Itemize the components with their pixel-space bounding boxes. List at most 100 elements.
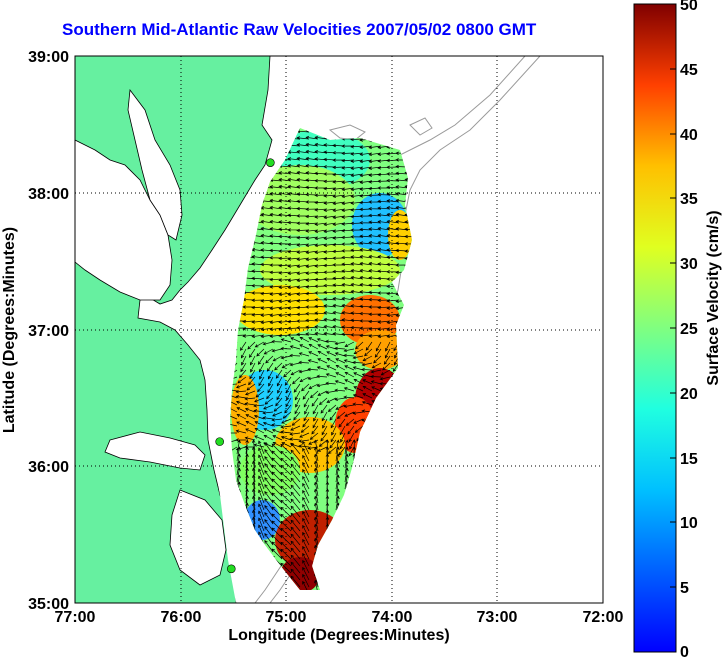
velocity-arrow xyxy=(359,152,373,157)
velocity-arrow xyxy=(335,364,346,371)
velocity-arrow xyxy=(327,404,337,413)
velocity-arrow xyxy=(239,369,247,379)
velocity-arrow xyxy=(302,552,310,567)
velocity-arrow xyxy=(359,241,373,245)
bay-channel xyxy=(127,88,183,241)
velocity-arrow xyxy=(281,362,292,369)
velocity-arrow xyxy=(368,213,382,218)
velocity-arrow xyxy=(344,411,355,417)
velocity-arrow xyxy=(292,376,301,385)
velocity-arrow xyxy=(257,383,265,393)
velocity-arrow xyxy=(254,421,265,427)
colorbar: 50 45 40 35 30 25 20 15 10 5 0 Surface V… xyxy=(633,0,722,659)
velocity-arrow xyxy=(267,369,274,380)
velocity-arrow xyxy=(386,306,400,310)
velocity-arrow xyxy=(323,215,337,220)
colorbar-tick: 50 xyxy=(680,0,698,14)
velocity-arrow xyxy=(287,285,301,290)
velocity-arrow xyxy=(251,467,256,483)
velocity-arrow xyxy=(264,491,274,504)
velocity-arrow xyxy=(344,439,349,455)
velocity-arrow xyxy=(341,303,355,308)
velocity-arrow xyxy=(359,268,373,273)
velocity-arrow xyxy=(311,397,319,407)
velocity-arrow xyxy=(395,171,409,176)
velocity-arrow xyxy=(302,482,310,497)
velocity-arrow xyxy=(350,180,364,185)
velocity-arrow xyxy=(323,186,337,191)
velocity-arrow xyxy=(332,208,346,213)
velocity-arrow xyxy=(290,369,301,376)
station-marker xyxy=(266,158,275,167)
velocity-arrow xyxy=(239,341,247,351)
velocity-arrow xyxy=(350,255,364,259)
velocity-arrow xyxy=(380,369,391,376)
velocity-arrow xyxy=(375,341,382,352)
velocity-arrow xyxy=(245,495,249,511)
velocity-arrow xyxy=(352,360,364,365)
velocity-arrow xyxy=(344,371,355,378)
velocity-arrow xyxy=(311,425,319,435)
velocity-arrow xyxy=(335,481,340,497)
velocity-arrow xyxy=(362,393,373,399)
velocity-arrow xyxy=(386,291,400,296)
velocity-arrow xyxy=(352,366,364,371)
velocity-arrow xyxy=(316,338,328,343)
velocity-arrow xyxy=(235,400,247,406)
velocity-arrow xyxy=(248,348,256,358)
velocity-arrow xyxy=(332,180,346,184)
velocity-arrow xyxy=(341,276,355,280)
velocity-arrow xyxy=(332,276,346,281)
y-tick-label: 37:00 xyxy=(28,323,69,340)
velocity-arrow xyxy=(271,339,283,344)
velocity-arrow xyxy=(290,575,301,588)
velocity-arrow xyxy=(317,446,328,452)
velocity-arrow xyxy=(335,358,346,364)
velocity-arrow xyxy=(314,208,328,212)
velocity-arrow xyxy=(325,373,337,378)
velocity-arrow xyxy=(345,418,355,426)
velocity-arrow xyxy=(287,163,301,168)
velocity-arrow xyxy=(335,488,340,504)
velocity-arrow xyxy=(301,383,310,392)
velocity-arrow xyxy=(334,352,346,357)
velocity-arrow xyxy=(350,173,364,178)
velocity-arrow xyxy=(235,389,247,394)
velocity-arrow xyxy=(310,390,319,399)
velocity-arrow xyxy=(240,362,247,373)
velocity-arrow xyxy=(332,215,346,220)
velocity-arrow xyxy=(314,200,328,205)
velocity-arrow xyxy=(287,292,301,297)
velocity-arrow xyxy=(313,523,319,539)
velocity-arrow xyxy=(264,519,274,532)
velocity-arrow xyxy=(350,248,364,252)
pamlico-sound xyxy=(169,489,227,586)
velocity-arrow xyxy=(289,432,301,436)
velocity-arrow xyxy=(353,372,364,378)
velocity-arrow xyxy=(250,362,256,373)
velocity-arrow xyxy=(395,178,409,182)
velocity-arrow xyxy=(263,404,274,410)
velocity-arrow xyxy=(320,432,328,442)
velocity-arrow xyxy=(309,432,319,440)
velocity-arrow xyxy=(289,362,301,367)
velocity-arrow xyxy=(305,135,319,140)
velocity-arrow xyxy=(344,341,355,347)
velocity-arrow xyxy=(334,397,346,401)
velocity-arrow xyxy=(242,319,256,324)
velocity-arrow xyxy=(281,442,292,448)
velocity-arrow xyxy=(335,474,340,490)
velocity-arrow xyxy=(314,325,328,329)
velocity-arrow xyxy=(235,383,247,389)
velocity-arrow xyxy=(260,219,274,224)
velocity-arrow xyxy=(352,411,364,415)
velocity-arrow xyxy=(236,446,241,462)
velocity-arrow xyxy=(258,489,265,504)
velocity-arrow xyxy=(370,374,382,379)
velocity-arrow xyxy=(359,234,373,238)
velocity-arrow xyxy=(269,205,283,210)
velocity-arrow xyxy=(271,457,283,469)
velocity-arrow xyxy=(260,291,274,296)
velocity-arrow xyxy=(314,229,328,234)
velocity-arrow xyxy=(264,397,274,405)
